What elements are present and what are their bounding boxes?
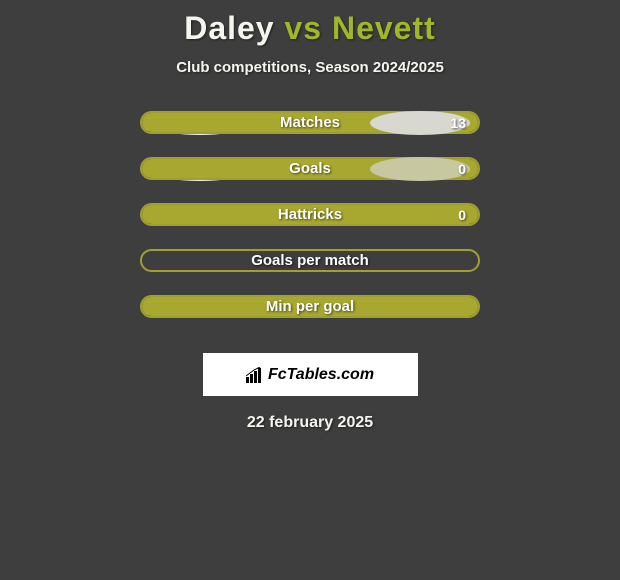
- stat-label: Hattricks: [278, 206, 342, 223]
- stat-bar: Hattricks 0: [140, 203, 480, 226]
- stat-value: 0: [458, 207, 466, 223]
- stat-label: Goals per match: [251, 252, 369, 269]
- stat-bar: Goals per match: [140, 249, 480, 272]
- brand-box: FcTables.com: [203, 353, 418, 396]
- stat-label: Goals: [289, 160, 331, 177]
- brand-label: FcTables.com: [268, 366, 374, 384]
- stat-row: Hattricks 0: [140, 203, 480, 226]
- stat-value: 13: [450, 115, 466, 131]
- infographic-container: Daley vs Nevett Club competitions, Seaso…: [0, 0, 620, 580]
- stat-label: Matches: [280, 114, 340, 131]
- vs-text: vs: [284, 10, 322, 46]
- stat-label: Min per goal: [266, 298, 354, 315]
- stats-rows: Matches 13 Goals 0 Hattricks 0 Goals per match…: [140, 111, 480, 341]
- stat-row: Goals 0: [140, 157, 480, 180]
- date-text: 22 february 2025: [247, 414, 373, 432]
- brand-text: FcTables.com: [246, 366, 374, 384]
- stat-row: Min per goal: [140, 295, 480, 318]
- player1-name: Daley: [184, 10, 274, 46]
- stat-bar: Min per goal: [140, 295, 480, 318]
- stat-row: Matches 13: [140, 111, 480, 134]
- chart-icon: [246, 367, 264, 383]
- stat-row: Goals per match: [140, 249, 480, 272]
- subtitle: Club competitions, Season 2024/2025: [176, 59, 444, 76]
- page-title: Daley vs Nevett: [184, 10, 436, 47]
- stat-value: 0: [458, 161, 466, 177]
- player2-name: Nevett: [332, 10, 436, 46]
- player2-marker: [370, 157, 470, 181]
